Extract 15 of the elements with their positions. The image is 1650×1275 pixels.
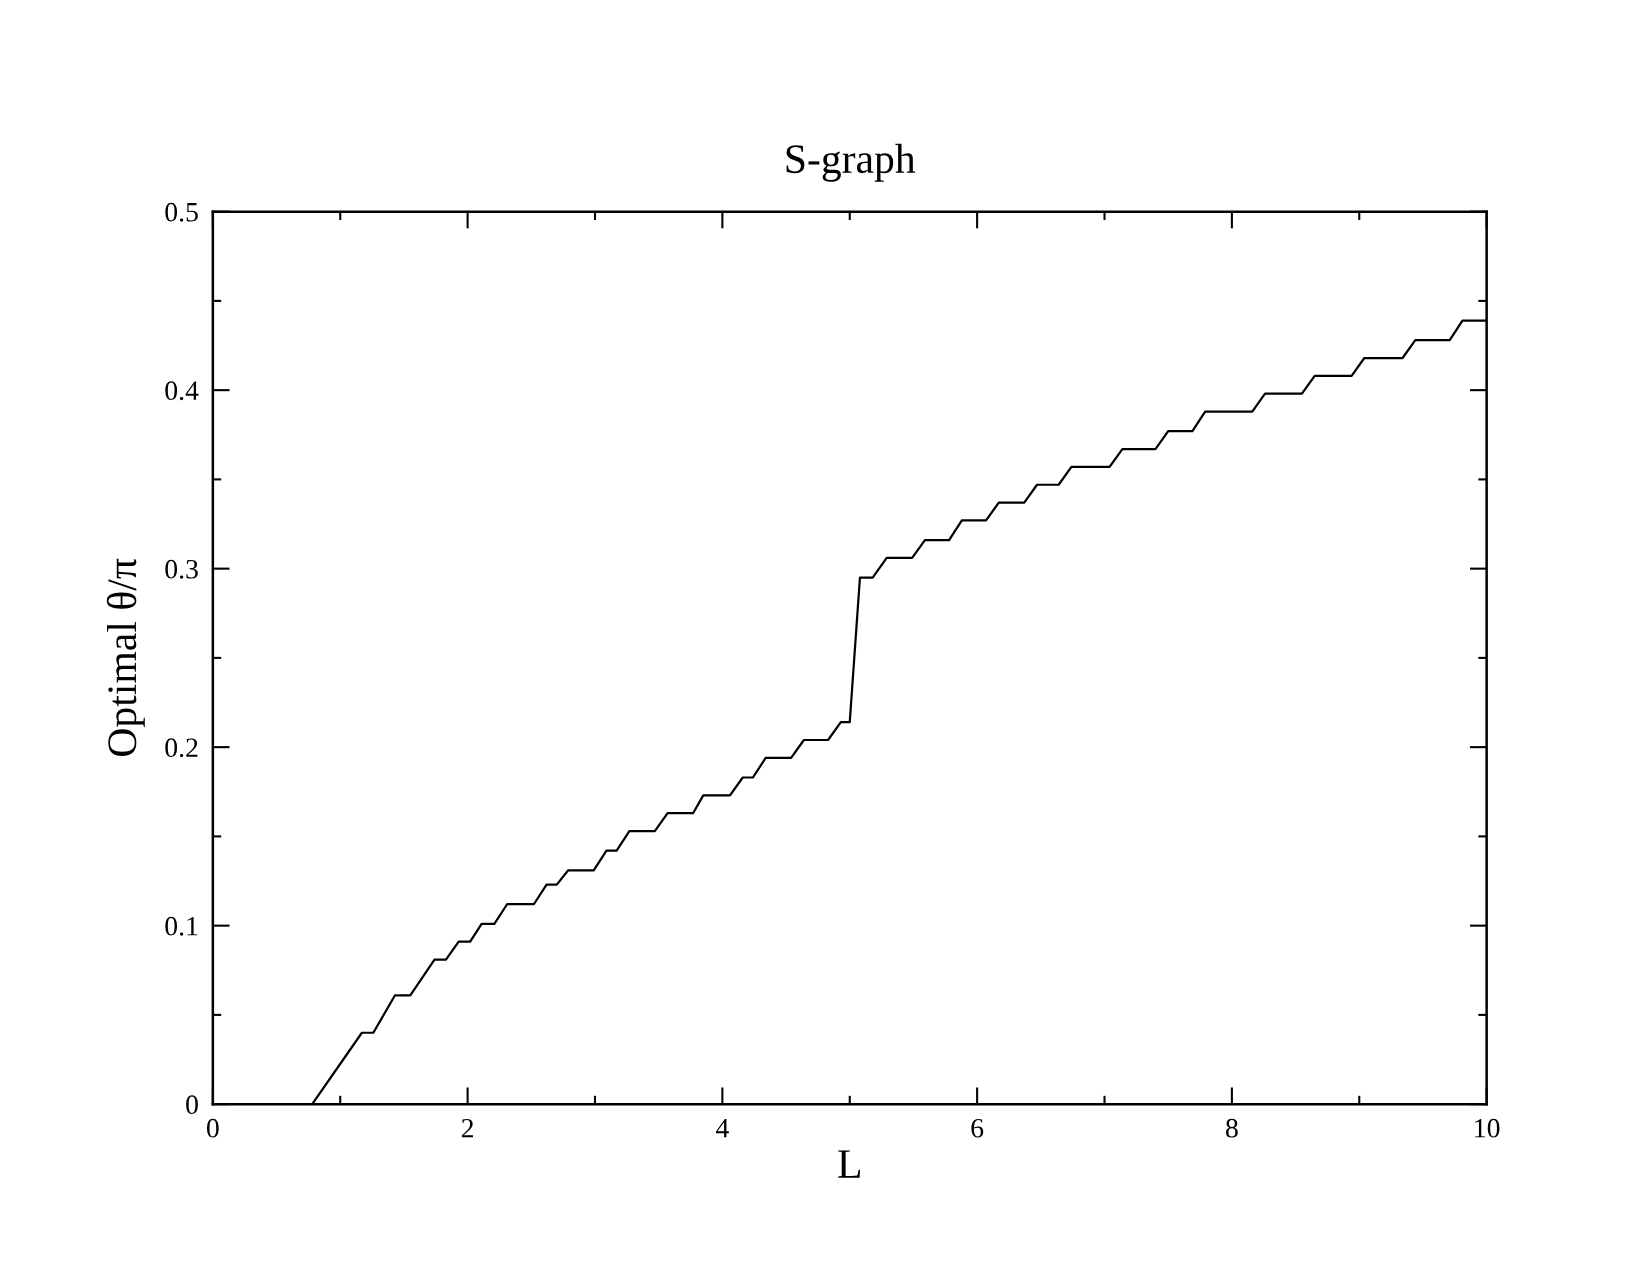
x-tick-label: 8 xyxy=(1226,1118,1238,1138)
y-tick-label: 0 xyxy=(186,1095,198,1115)
x-tick-label: 6 xyxy=(971,1118,984,1138)
chart-title: S-graph xyxy=(786,143,916,182)
y-tick-label: 0.5 xyxy=(165,202,198,222)
x-tick-label: 0 xyxy=(206,1118,219,1138)
y-tick-label: 0.3 xyxy=(165,559,198,579)
y-tick-label: 0.4 xyxy=(165,381,199,401)
y-tick-label: 0.1 xyxy=(165,916,198,936)
y-tick-label: 0.2 xyxy=(165,738,198,758)
x-tick-label: 10 xyxy=(1475,1118,1500,1138)
x-tick-label: 2 xyxy=(461,1118,474,1138)
x-axis-title: L xyxy=(838,1150,860,1178)
y-axis-title: Optimal θ/π xyxy=(106,558,145,756)
x-tick-label: 4 xyxy=(715,1119,729,1138)
